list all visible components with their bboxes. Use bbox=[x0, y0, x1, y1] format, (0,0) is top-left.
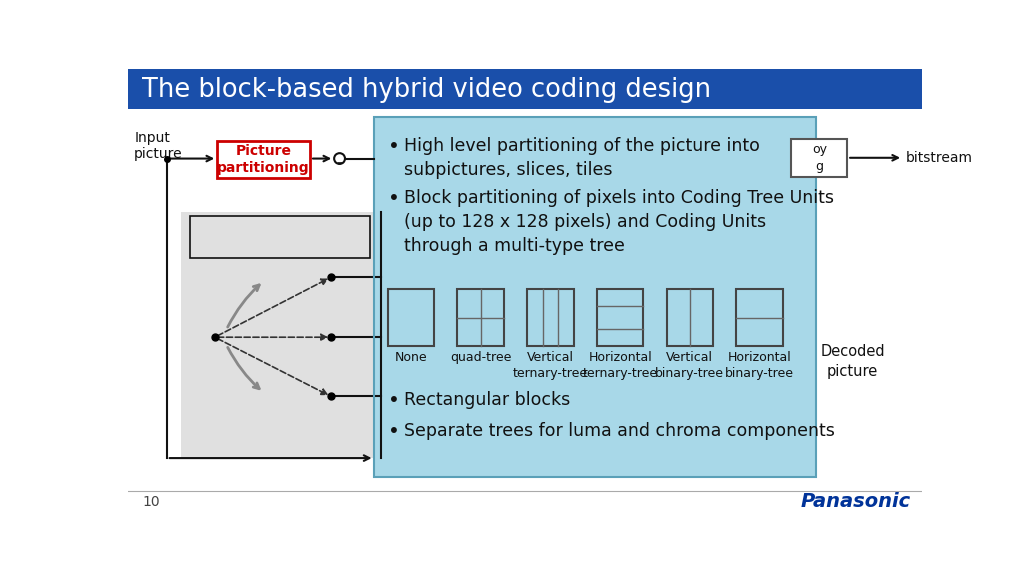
Text: •: • bbox=[388, 137, 400, 156]
Text: Decoded
picture: Decoded picture bbox=[820, 344, 885, 379]
Circle shape bbox=[334, 153, 345, 164]
Text: •: • bbox=[388, 189, 400, 208]
Text: High level partitioning of the picture into
subpictures, slices, tiles: High level partitioning of the picture i… bbox=[403, 137, 760, 179]
Text: Rectangular blocks: Rectangular blocks bbox=[403, 391, 570, 409]
Bar bbox=[527, 288, 573, 346]
Text: quad-tree: quad-tree bbox=[450, 351, 511, 364]
Text: Vertical
ternary-tree: Vertical ternary-tree bbox=[513, 351, 588, 380]
Text: •: • bbox=[388, 391, 400, 410]
Text: 10: 10 bbox=[142, 495, 160, 509]
Text: Picture
partitioning: Picture partitioning bbox=[217, 144, 310, 175]
Bar bbox=[217, 141, 310, 178]
Text: •: • bbox=[388, 422, 400, 441]
Text: Block partitioning of pixels into Coding Tree Units
(up to 128 x 128 pixels) and: Block partitioning of pixels into Coding… bbox=[403, 189, 834, 255]
Text: Vertical
binary-tree: Vertical binary-tree bbox=[655, 351, 724, 380]
Text: Horizontal
ternary-tree: Horizontal ternary-tree bbox=[583, 351, 657, 380]
Bar bbox=[667, 288, 713, 346]
Text: Input
picture: Input picture bbox=[134, 131, 183, 161]
Bar bbox=[128, 69, 922, 109]
Text: bitstream: bitstream bbox=[905, 151, 973, 165]
Bar bbox=[792, 138, 847, 177]
Text: oy
g: oy g bbox=[812, 143, 826, 173]
Text: The block-based hybrid video coding design: The block-based hybrid video coding desi… bbox=[142, 77, 711, 103]
Bar bbox=[597, 288, 643, 346]
Bar bbox=[388, 288, 434, 346]
Bar bbox=[736, 288, 783, 346]
Text: None: None bbox=[394, 351, 427, 364]
Bar bbox=[375, 117, 816, 477]
Text: –: – bbox=[337, 158, 342, 167]
Text: Horizontal
binary-tree: Horizontal binary-tree bbox=[725, 351, 795, 380]
Bar bbox=[190, 216, 370, 258]
Text: Separate trees for luma and chroma components: Separate trees for luma and chroma compo… bbox=[403, 422, 835, 440]
Text: Panasonic: Panasonic bbox=[801, 493, 910, 511]
Bar bbox=[458, 288, 504, 346]
Bar bbox=[375, 117, 816, 477]
Bar bbox=[180, 212, 381, 458]
